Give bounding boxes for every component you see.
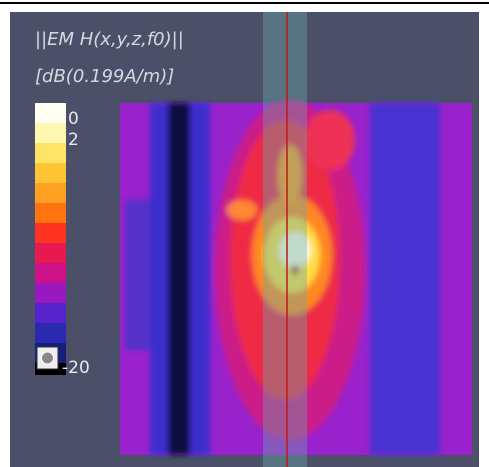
color-step [35,303,66,323]
slice-band [263,12,307,467]
color-step [35,103,66,123]
blob [291,265,299,275]
color-step [35,283,66,303]
blob [305,110,355,170]
color-step [35,123,66,143]
legend-title: ||EM H(x,y,z,f0)|| [35,29,184,50]
color-step [35,263,66,283]
heatmap [120,100,472,455]
color-step [35,243,66,263]
stripe [168,103,190,455]
colorbar [35,103,66,375]
stripe [370,103,440,455]
colorbar-icon-glyph [41,351,54,365]
color-step [35,163,66,183]
color-step [35,183,66,203]
blob [227,200,257,220]
legend-tick: 0 [68,109,79,129]
legend-tick: 2 [68,130,79,150]
heatmap-blobs [125,100,440,455]
legend-tick: -20 [62,358,90,378]
stripe [125,200,150,350]
color-step [35,203,66,223]
legend-unit: [dB(0.199A/m)] [35,66,174,87]
color-step [35,143,66,163]
color-step [35,223,66,243]
blob [278,145,302,205]
color-step [35,323,66,343]
